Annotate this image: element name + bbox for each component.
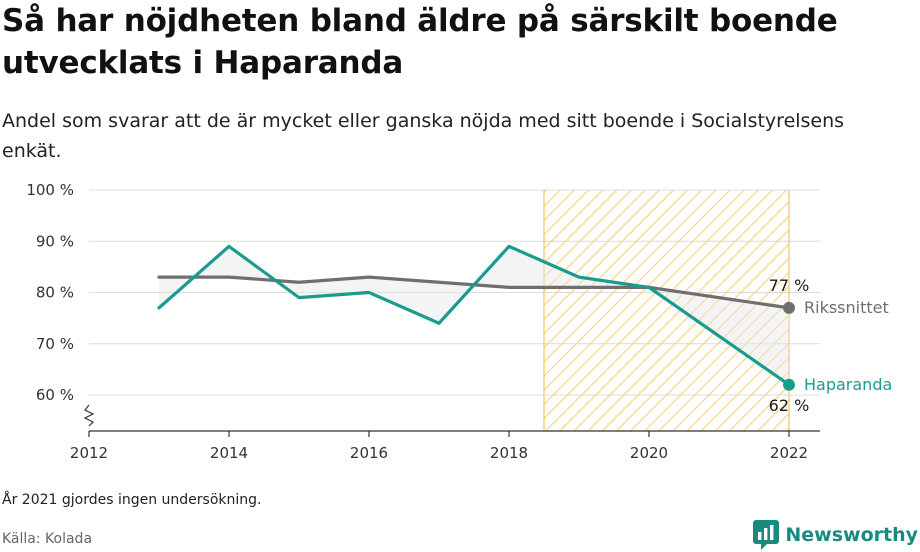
y-tick-label: 100 % <box>26 181 74 199</box>
labels-layer: Rikssnittet 77 % Haparanda 62 % <box>769 276 893 415</box>
series-line-rikssnittet <box>157 275 791 310</box>
series-end-point-haparanda <box>783 378 795 391</box>
brand-name: Newsworthy <box>785 524 918 546</box>
chart-subtitle: Andel som svarar att de är mycket eller … <box>2 110 845 162</box>
highlight-layer <box>543 190 790 431</box>
y-tick-label: 70 % <box>36 335 74 353</box>
x-tick-label: 2014 <box>210 444 248 462</box>
series-name-label: Rikssnittet <box>804 298 889 317</box>
series-end-point-rikssnittet <box>783 301 795 314</box>
series-value-label: 62 % <box>769 396 810 415</box>
series-value-label: 77 % <box>769 276 810 295</box>
brand-logo[interactable]: Newsworthy <box>753 520 918 550</box>
y-tick-label: 80 % <box>36 284 74 302</box>
newsworthy-logo-icon <box>753 520 780 550</box>
line-chart: 60 %70 %80 %90 %100 % 2012 2014 2016 2018 20… <box>26 181 893 462</box>
y-tick-label: 90 % <box>36 232 74 250</box>
source-text: Källa: Kolada <box>2 531 93 547</box>
x-tick-label: 2022 <box>770 444 808 462</box>
axes-layer: 2012 2014 2016 2018 2020 2022 <box>70 404 820 462</box>
x-tick-label: 2018 <box>490 444 528 462</box>
x-tick-label: 2012 <box>70 444 108 462</box>
series-name-label: Haparanda <box>804 375 892 394</box>
x-tick-label: 2016 <box>350 444 388 462</box>
chart-title: Så har nöjdheten bland äldre på särskilt… <box>2 3 838 81</box>
highlight-range <box>544 190 789 431</box>
x-tick-label: 2020 <box>630 444 668 462</box>
series-layer <box>157 244 795 391</box>
series-line-haparanda <box>157 244 791 387</box>
axis-break-mark <box>83 404 95 427</box>
y-tick-label: 60 % <box>36 386 74 404</box>
footnote: År 2021 gjordes ingen undersökning. <box>2 492 262 508</box>
